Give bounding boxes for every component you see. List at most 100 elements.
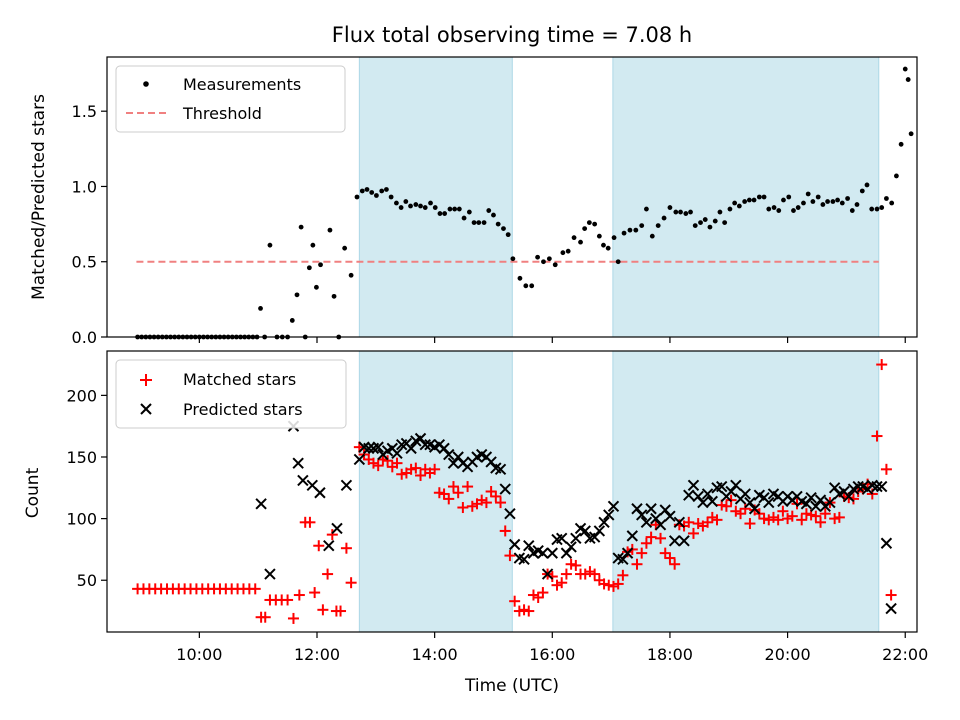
measurement-point [605, 245, 611, 251]
measurement-point [505, 232, 511, 238]
predicted-star-point [292, 457, 304, 469]
measurement-point [466, 209, 472, 215]
measurement-point [298, 224, 304, 230]
measurement-point [649, 233, 655, 239]
measurement-point [481, 220, 487, 225]
matched-star-point [317, 604, 329, 616]
measurement-point [854, 202, 860, 207]
predicted-star-point-b [603, 509, 615, 521]
measurement-point [830, 199, 836, 204]
predicted-star-point-b [292, 457, 304, 469]
measurement-point [495, 221, 501, 227]
matched-star-point [669, 558, 681, 570]
measurement-point [627, 227, 633, 233]
measurement-point [761, 194, 767, 200]
measurement-point [815, 194, 821, 200]
predicted-star-point [593, 525, 606, 537]
matched-star-point [702, 516, 714, 528]
measurement-point [491, 212, 496, 218]
predicted-star-point-b [715, 480, 728, 493]
measurement-point [318, 262, 323, 268]
measurement-point [452, 206, 458, 212]
measurement-point [314, 284, 319, 290]
measurement-point [364, 187, 370, 192]
predicted-star-point [555, 532, 568, 545]
matched-star-point [871, 430, 883, 442]
matched-star-point [598, 578, 610, 590]
observing-window-2 [612, 56, 880, 338]
measurement-point [633, 227, 639, 233]
measurement-point [908, 131, 914, 137]
predicted-star-point-b [574, 522, 587, 535]
measurement-point [359, 188, 365, 194]
measurement-point [369, 190, 375, 195]
predicted-star-point [715, 480, 728, 493]
predicted-star-point [541, 568, 554, 580]
matched-star-point [509, 595, 521, 607]
predicted-star-point [391, 447, 403, 460]
predicted-star-point-b [598, 516, 610, 529]
predicted-star-point [443, 448, 455, 461]
x-tick-label: 14:00 [412, 645, 458, 664]
matched-star-point [815, 516, 827, 528]
predicted-star-point [697, 496, 709, 509]
predicted-star-point [668, 535, 681, 547]
matched-star-point [767, 511, 779, 523]
matched-star-point [518, 604, 530, 616]
predicted-star-point [504, 507, 516, 520]
matched-star-point [410, 462, 422, 474]
predicted-star-point [518, 553, 530, 565]
measurement-point [864, 182, 870, 188]
chart-title: Flux total observing time = 7.08 h [332, 23, 692, 47]
matched-star-point [810, 510, 822, 522]
predicted-star-point [810, 500, 822, 512]
measurement-point [678, 209, 683, 215]
measurement-point [476, 220, 482, 225]
measurement-point [294, 292, 300, 298]
predicted-star-point [579, 525, 591, 537]
predicted-star-point-b [485, 456, 497, 468]
measurement-point [289, 318, 295, 323]
predicted-star-point-b [753, 489, 766, 501]
measurement-point [905, 77, 911, 82]
measurement-point [456, 206, 462, 212]
predicted-star-point-b [824, 496, 836, 509]
measurement-point [447, 206, 453, 212]
measurement-point [471, 220, 477, 225]
measurement-point [727, 206, 733, 212]
ratio-axes-frame [106, 56, 918, 338]
predicted-star-point-b [795, 495, 808, 508]
matched-star-point [287, 612, 299, 624]
matched-star-point [556, 577, 568, 589]
predicted-star-point-b [626, 530, 639, 542]
matched-star-point [589, 568, 601, 580]
measurement-point [707, 224, 713, 230]
measurement-point [384, 187, 389, 192]
matched-star-point [457, 502, 469, 514]
predicted-star-point-b [508, 538, 521, 551]
measurement-point [746, 197, 752, 203]
predicted-star-point-b [593, 525, 606, 537]
measurement-point [869, 206, 875, 212]
predicted-star-point [692, 490, 704, 503]
predicted-star-point-b [725, 485, 737, 498]
matched-star-point [655, 532, 667, 544]
predicted-star-point [763, 496, 775, 509]
predicted-star-point-b [800, 498, 813, 510]
predicted-star-point [673, 516, 686, 529]
measurement-point [413, 202, 419, 207]
matched-star-point [782, 513, 794, 525]
measurement-point [601, 242, 606, 248]
measurement-point [331, 293, 337, 299]
predicted-star-point [664, 510, 676, 522]
predicted-star-point-b [683, 489, 695, 501]
measurement-point [673, 209, 679, 215]
measurement-point [742, 199, 748, 204]
predicted-star-point-b [805, 491, 817, 504]
observing-window-1 [358, 56, 513, 338]
predicted-star-point-b [607, 500, 620, 512]
predicted-star-point-b [687, 479, 700, 492]
measurement-point [437, 211, 443, 216]
measurement-point [766, 206, 772, 212]
measurement-point [786, 194, 792, 200]
